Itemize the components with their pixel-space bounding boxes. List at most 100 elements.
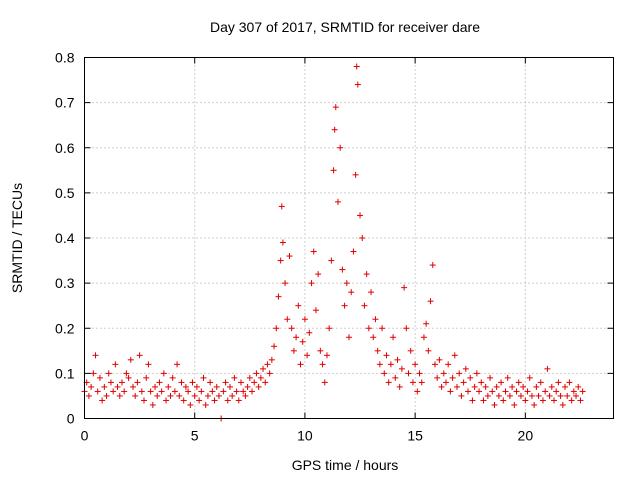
- x-tick-label: 5: [191, 428, 199, 444]
- data-point: [310, 248, 317, 255]
- data-point: [559, 401, 566, 408]
- data-point: [500, 397, 507, 404]
- data-point: [171, 388, 178, 395]
- data-point: [319, 361, 326, 368]
- data-point: [315, 271, 322, 278]
- data-point: [260, 365, 267, 372]
- data-point: [275, 293, 282, 300]
- x-tick-label: 15: [407, 428, 423, 444]
- data-point: [90, 370, 97, 377]
- data-point: [286, 253, 293, 260]
- data-point: [255, 383, 262, 390]
- data-point: [268, 356, 275, 363]
- data-point: [112, 361, 119, 368]
- y-axis-label: SRMTID / TECUs: [9, 183, 25, 293]
- data-point: [158, 388, 165, 395]
- data-point: [436, 356, 443, 363]
- data-point: [392, 374, 399, 381]
- data-point: [420, 334, 427, 341]
- data-point: [125, 374, 132, 381]
- data-point: [235, 397, 242, 404]
- data-point: [154, 392, 161, 399]
- data-point: [204, 392, 211, 399]
- data-point: [385, 379, 392, 386]
- data-point: [504, 374, 511, 381]
- data-point: [152, 383, 159, 390]
- data-point: [416, 370, 423, 377]
- data-point: [222, 379, 229, 386]
- data-point: [568, 397, 575, 404]
- data-point: [145, 361, 152, 368]
- data-point: [332, 104, 339, 111]
- y-tick-label: 0.8: [55, 50, 75, 66]
- data-point: [515, 379, 522, 386]
- data-point: [493, 383, 500, 390]
- data-point: [233, 388, 240, 395]
- data-point: [566, 379, 573, 386]
- data-point: [575, 383, 582, 390]
- data-point: [330, 167, 337, 174]
- data-point: [334, 198, 341, 205]
- data-point: [301, 316, 308, 323]
- data-point: [447, 388, 454, 395]
- data-point: [469, 397, 476, 404]
- data-point: [579, 388, 586, 395]
- data-point: [350, 248, 357, 255]
- data-point: [136, 352, 143, 359]
- data-point: [383, 352, 390, 359]
- data-point: [193, 383, 200, 390]
- data-point: [476, 388, 483, 395]
- data-point: [94, 388, 101, 395]
- data-point: [174, 361, 181, 368]
- data-point: [271, 343, 278, 350]
- data-point: [273, 325, 280, 332]
- data-point: [414, 388, 421, 395]
- data-point: [143, 374, 150, 381]
- data-point: [141, 397, 148, 404]
- data-point: [553, 388, 560, 395]
- data-point: [99, 397, 106, 404]
- data-point: [231, 374, 238, 381]
- data-point: [187, 401, 194, 408]
- data-point: [165, 383, 172, 390]
- data-point: [178, 379, 185, 386]
- data-point: [506, 392, 513, 399]
- data-point: [354, 81, 361, 88]
- data-point: [220, 388, 227, 395]
- data-point: [498, 379, 505, 386]
- data-point: [224, 397, 231, 404]
- data-point: [368, 289, 375, 296]
- data-point: [284, 316, 291, 323]
- data-point: [528, 392, 535, 399]
- data-point: [346, 334, 352, 341]
- data-point: [134, 379, 141, 386]
- data-point: [564, 392, 571, 399]
- data-point: [163, 397, 170, 404]
- data-point: [535, 392, 542, 399]
- data-point: [279, 239, 286, 246]
- y-tick-label: 0.3: [55, 275, 75, 291]
- data-point: [381, 370, 388, 377]
- data-point: [237, 379, 244, 386]
- data-point: [495, 392, 502, 399]
- data-point: [160, 370, 167, 377]
- data-point: [132, 392, 139, 399]
- data-point: [361, 302, 368, 309]
- data-point: [323, 352, 330, 359]
- data-point: [189, 379, 196, 386]
- data-point: [123, 370, 130, 377]
- data-point: [257, 374, 264, 381]
- data-point: [88, 383, 95, 390]
- data-point: [387, 361, 394, 368]
- data-point: [511, 401, 518, 408]
- data-point: [321, 379, 328, 386]
- data-point: [465, 388, 472, 395]
- data-point: [407, 347, 414, 354]
- data-point: [509, 383, 516, 390]
- data-point: [101, 383, 108, 390]
- data-point: [425, 347, 432, 354]
- y-tick-label: 0.5: [55, 185, 75, 201]
- data-point: [526, 374, 533, 381]
- data-point: [357, 212, 364, 219]
- data-point: [244, 383, 251, 390]
